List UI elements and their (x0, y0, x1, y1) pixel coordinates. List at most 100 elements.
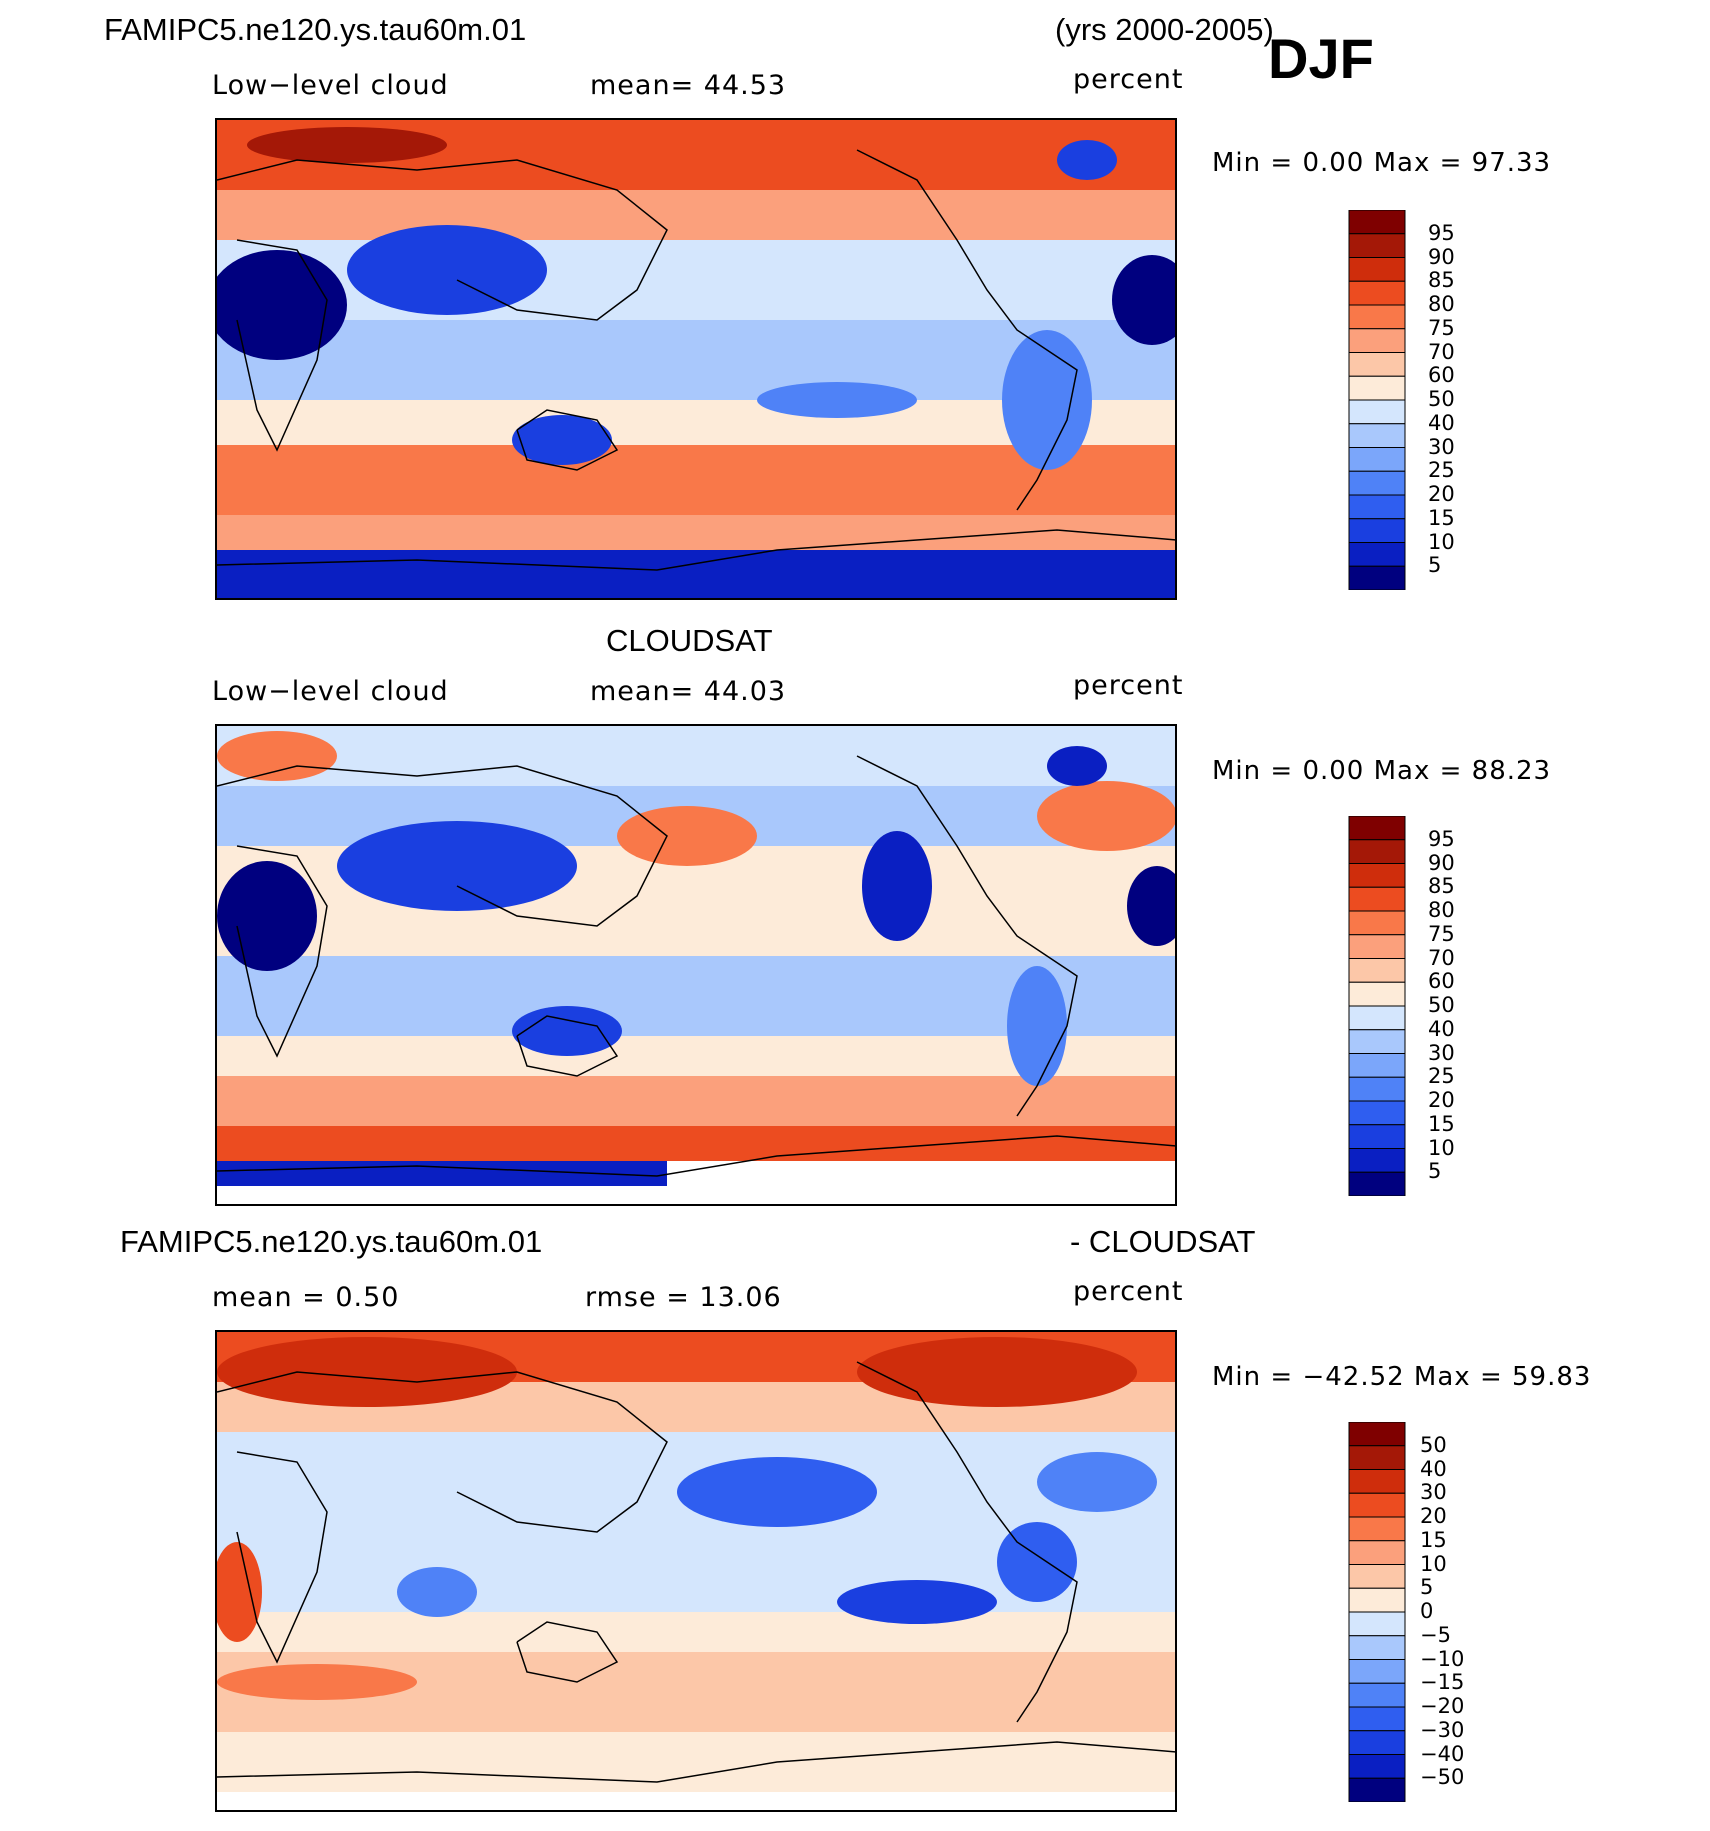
panel1-colorbar-tick: 20 (1428, 482, 1455, 506)
panel1-colorbar-tick: 70 (1428, 339, 1455, 364)
panel2-colorbar-box (1348, 839, 1406, 864)
panel3-colorbar-box (1348, 1611, 1406, 1637)
panel3-colorbar-tick: −20 (1420, 1694, 1465, 1718)
panel3-colorbar-tick: 0 (1420, 1599, 1434, 1623)
panel1-blob-greenland (1057, 140, 1117, 180)
panel3-colorbar-tick: −10 (1420, 1646, 1465, 1671)
panel2-colorbar-tick: 25 (1428, 1064, 1455, 1089)
panel1-colorbar-box (1348, 233, 1406, 258)
panel3-title-right: - CLOUDSAT (1070, 1224, 1256, 1259)
panel1-colorbar-box (1348, 375, 1406, 401)
panel3-blob-southern (217, 1664, 417, 1700)
panel2-colorbar-box (1348, 1100, 1406, 1126)
panel1-colorbar-box (1348, 257, 1406, 282)
panel2-colorbar-box (1348, 981, 1406, 1007)
panel3-colorbar-tick: 50 (1420, 1432, 1447, 1457)
panel2-coast-antarctica (217, 1135, 1175, 1177)
panel2-colorbar-box (1348, 816, 1406, 841)
panel3-map-svg (217, 1332, 1175, 1810)
panel1-colorbar-box (1348, 304, 1406, 330)
panel2-colorbar (1348, 816, 1406, 1196)
panel3-colorbar-svg (1348, 1422, 1406, 1802)
panel1-colorbar-tick: 50 (1428, 387, 1455, 411)
panel1-band-8 (217, 550, 1175, 598)
panel1-mean: mean= 44.53 (590, 70, 787, 101)
panel1-colorbar-tick: 30 (1428, 434, 1455, 459)
panel2-colorbar-tick: 5 (1428, 1159, 1442, 1184)
panel1-band-2 (217, 190, 1175, 240)
panel1-colorbar-tick: 80 (1428, 292, 1455, 316)
panel2-colorbar-tick: 30 (1428, 1040, 1455, 1065)
panel2-units: percent (1073, 670, 1184, 701)
panel3-colorbar-box (1348, 1516, 1406, 1542)
panel2-colorbar-tick: 95 (1428, 826, 1455, 851)
panel3-colorbar-box (1348, 1445, 1406, 1470)
panel1-blob-asia (347, 225, 547, 315)
panel2-colorbar-tick: 10 (1428, 1135, 1455, 1160)
panel2-colorbar-tick: 80 (1428, 898, 1455, 922)
panel3-band-4 (217, 1612, 1175, 1652)
panel1-colorbar-tick: 90 (1428, 244, 1455, 269)
panel3-colorbar (1348, 1422, 1406, 1802)
panel3-blob-tropic-pacific (677, 1457, 877, 1527)
panel2-colorbar-tick: 15 (1428, 1111, 1455, 1136)
panel2-blob-africa (217, 861, 317, 971)
panel3-colorbar-tick: −5 (1420, 1622, 1451, 1647)
panel3-colorbar-box (1348, 1777, 1406, 1802)
panel1-units: percent (1073, 64, 1184, 95)
panel1-band-6 (217, 445, 1175, 515)
panel1-colorbar-svg (1348, 210, 1406, 590)
panel3-band-7 (217, 1792, 1175, 1810)
panel2-blob-southamerica (1007, 966, 1067, 1086)
panel3-blob-africa-west (217, 1542, 262, 1642)
panel3-colorbar-tick: 20 (1420, 1504, 1447, 1528)
panel2-colorbar-tick: 20 (1428, 1088, 1455, 1112)
panel3-colorbar-tick: −50 (1420, 1765, 1465, 1790)
panel1-colorbar-box (1348, 399, 1406, 425)
panel1-colorbar-tick: 15 (1428, 505, 1455, 530)
panel3-blob-southamerica (997, 1522, 1077, 1602)
panel3-coast-africa (236, 1451, 328, 1664)
panel3-coast-eurasia (217, 1371, 668, 1533)
panel1-colorbar-box (1348, 423, 1406, 448)
panel2-blob-greenland (1047, 746, 1107, 786)
panel3-colorbar-box (1348, 1422, 1406, 1447)
panel2-colorbar-box (1348, 910, 1406, 936)
panel3-rmse: rmse = 13.06 (585, 1282, 782, 1313)
panel2-colorbar-tick: 60 (1428, 969, 1455, 994)
panel1-colorbar-tick: 85 (1428, 268, 1455, 293)
panel3-colorbar-box (1348, 1706, 1406, 1732)
panel1-colorbar-box (1348, 565, 1406, 590)
panel2-coast-eurasia (217, 765, 668, 927)
panel1-colorbar-box (1348, 280, 1406, 306)
panel2-blob-natlantic (1037, 781, 1175, 851)
years-label: (yrs 2000-2005) (1055, 12, 1274, 47)
panel3-colorbar-box (1348, 1492, 1406, 1518)
panel2-colorbar-box (1348, 1171, 1406, 1196)
panel3-mean: mean = 0.50 (212, 1282, 400, 1313)
panel3-map (215, 1330, 1177, 1812)
panel3-colorbar-tick: −40 (1420, 1741, 1465, 1766)
panel2-colorbar-tick: 85 (1428, 874, 1455, 899)
panel3-colorbar-box (1348, 1540, 1406, 1565)
panel1-colorbar-box (1348, 542, 1406, 567)
panel2-band-7 (217, 1126, 1175, 1161)
panel2-blob-atlantic (1127, 866, 1175, 946)
panel2-coast-africa (236, 845, 328, 1058)
panel1-colorbar-tick: 40 (1428, 410, 1455, 435)
season-label: DJF (1268, 27, 1374, 90)
panel2-colorbar-box (1348, 934, 1406, 959)
panel2-colorbar-box (1348, 886, 1406, 912)
panel2-coast-americas (856, 755, 1078, 1117)
case-title: FAMIPC5.ne120.ys.tau60m.01 (104, 12, 527, 47)
panel1-coast-africa (236, 239, 328, 452)
panel3-colorbar-tick: 30 (1420, 1480, 1447, 1505)
panel1-blob-africa (217, 250, 347, 360)
panel3-colorbar-box (1348, 1469, 1406, 1494)
panel2-colorbar-box (1348, 1148, 1406, 1173)
panel3-colorbar-box (1348, 1635, 1406, 1660)
panel3-colorbar-tick: 5 (1420, 1575, 1434, 1600)
panel2-blob-asia (337, 821, 577, 911)
panel3-colorbar-tick: −30 (1420, 1717, 1465, 1742)
panel2-blob-npacific (617, 806, 757, 866)
